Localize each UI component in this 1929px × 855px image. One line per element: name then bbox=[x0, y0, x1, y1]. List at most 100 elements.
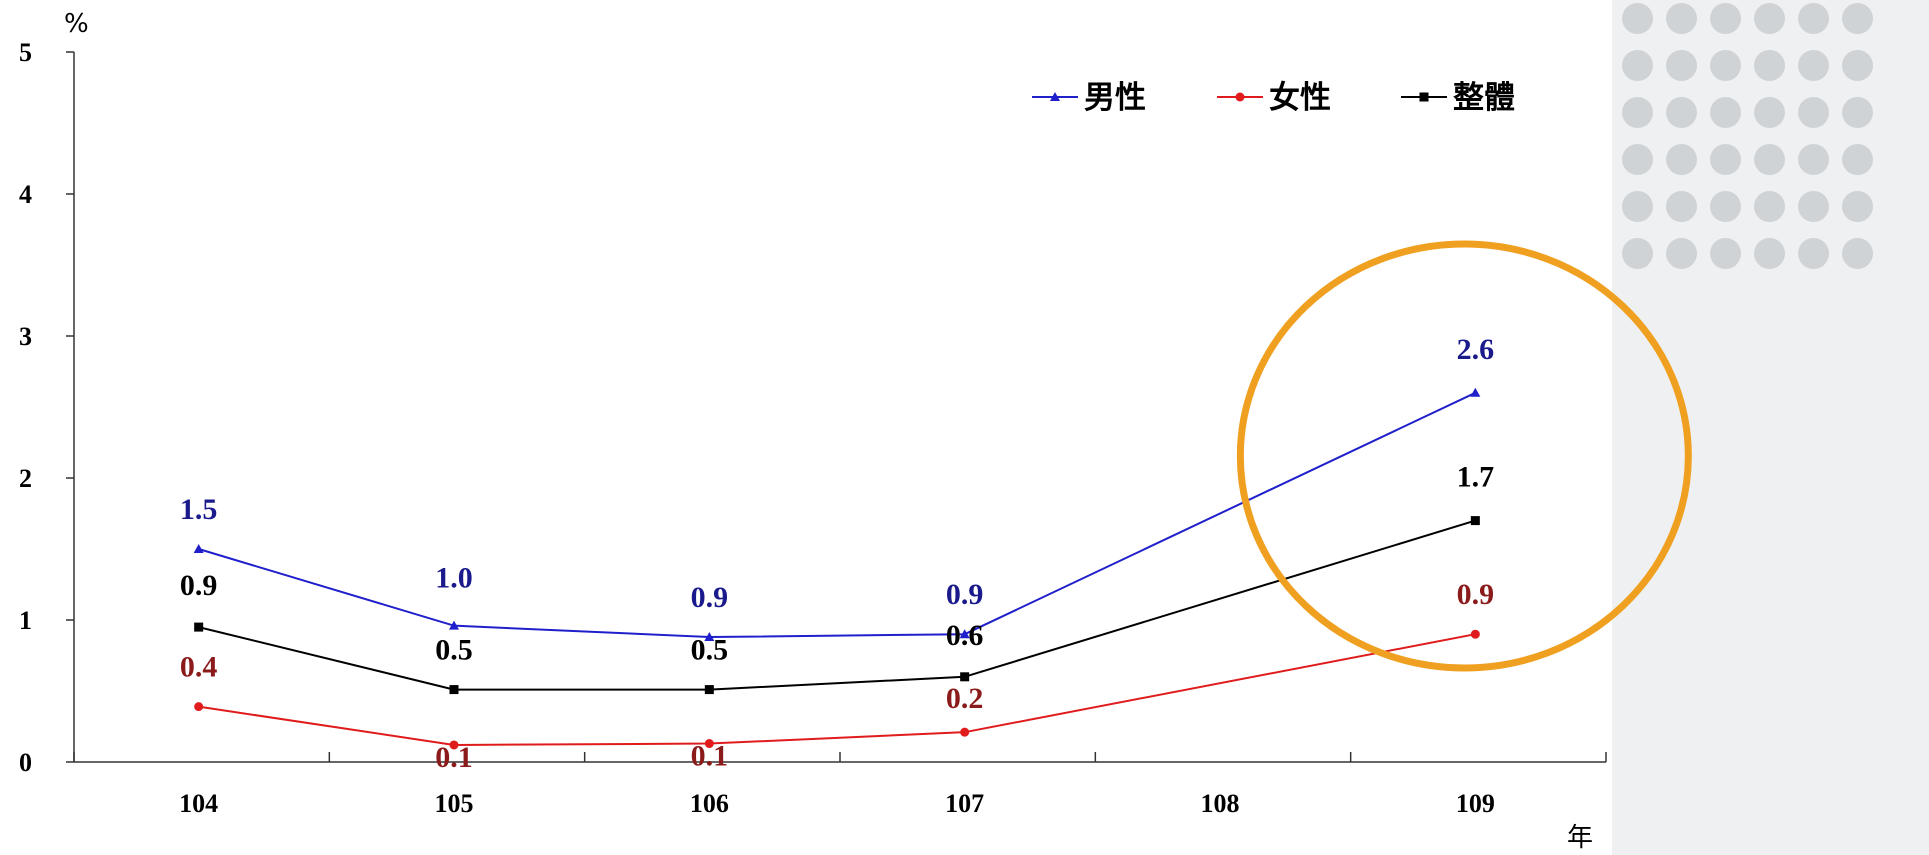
data-label: 1.5 bbox=[180, 493, 218, 526]
data-label: 0.5 bbox=[691, 634, 729, 667]
series-marker bbox=[449, 740, 459, 750]
decorative-dot bbox=[1666, 191, 1697, 222]
legend-marker bbox=[1419, 92, 1429, 102]
data-label: 0.9 bbox=[946, 578, 984, 611]
data-label: 1.0 bbox=[435, 562, 473, 595]
series-marker bbox=[1470, 387, 1481, 397]
x-tick-label: 108 bbox=[1201, 789, 1240, 818]
data-label: 0.9 bbox=[1457, 578, 1495, 611]
decorative-dot bbox=[1754, 50, 1785, 81]
series-marker bbox=[960, 727, 970, 737]
y-tick-label: 1 bbox=[19, 606, 32, 635]
y-tick-label: 2 bbox=[19, 464, 32, 493]
decorative-dot bbox=[1622, 50, 1653, 81]
decorative-dot bbox=[1710, 97, 1741, 128]
decorative-dot bbox=[1798, 238, 1829, 269]
decorative-dot bbox=[1666, 50, 1697, 81]
legend-label: 整體 bbox=[1453, 80, 1515, 116]
decorative-dot bbox=[1622, 238, 1653, 269]
series-marker bbox=[194, 702, 204, 712]
highlight-circle bbox=[1236, 240, 1692, 672]
x-tick-label: 107 bbox=[945, 789, 984, 818]
series-marker bbox=[959, 629, 970, 639]
decorative-dot bbox=[1666, 97, 1697, 128]
legend-item: 整體 bbox=[1401, 80, 1515, 116]
decorative-dot bbox=[1710, 3, 1741, 34]
x-unit-label: 年 bbox=[1567, 823, 1593, 853]
data-label: 1.7 bbox=[1457, 461, 1495, 494]
y-tick-label: 5 bbox=[19, 38, 32, 67]
decorative-dot bbox=[1798, 144, 1829, 175]
decorative-dot bbox=[1710, 144, 1741, 175]
chart-axes: 0 1 2 3 4 5 104 105 106 107 108 109% 年 bbox=[19, 9, 1607, 853]
data-label: 0.9 bbox=[180, 569, 218, 602]
series-marker bbox=[1470, 629, 1480, 639]
series-marker bbox=[704, 632, 715, 642]
decorative-dot bbox=[1622, 3, 1653, 34]
series-marker bbox=[1470, 516, 1480, 526]
decorative-dot bbox=[1754, 97, 1785, 128]
x-tick-label: 106 bbox=[690, 789, 729, 818]
series-marker bbox=[704, 739, 714, 749]
x-tick-label: 105 bbox=[435, 789, 474, 818]
y-unit-label: % bbox=[64, 9, 89, 39]
series-marker bbox=[960, 672, 970, 682]
chart-series bbox=[193, 387, 1481, 750]
decorative-dot bbox=[1798, 97, 1829, 128]
decorative-dot bbox=[1666, 144, 1697, 175]
legend-marker bbox=[1050, 92, 1060, 101]
legend-label: 男性 bbox=[1084, 80, 1146, 116]
decorative-dot bbox=[1754, 238, 1785, 269]
series-marker bbox=[449, 685, 459, 695]
x-tick-label: 109 bbox=[1456, 789, 1495, 818]
highlight-layer bbox=[1236, 240, 1692, 672]
decorative-dot bbox=[1842, 144, 1873, 175]
decorative-dot bbox=[1666, 3, 1697, 34]
series-line bbox=[198, 633, 1476, 746]
data-label: 0.9 bbox=[691, 581, 729, 614]
data-label: 0.1 bbox=[691, 740, 729, 773]
decorative-dot bbox=[1622, 191, 1653, 222]
decorative-dot bbox=[1798, 3, 1829, 34]
decorative-dot bbox=[1666, 238, 1697, 269]
x-tick-label: 104 bbox=[179, 789, 218, 818]
legend-item: 男性 bbox=[1032, 80, 1146, 116]
decorative-dot bbox=[1710, 238, 1741, 269]
decorative-dot bbox=[1842, 97, 1873, 128]
decorative-dot bbox=[1798, 50, 1829, 81]
decorative-dots-panel bbox=[1612, 0, 1929, 855]
decorative-dot bbox=[1798, 191, 1829, 222]
series-marker bbox=[449, 620, 459, 630]
decorative-dot bbox=[1842, 238, 1873, 269]
series-女性 bbox=[194, 629, 1480, 750]
series-整體 bbox=[194, 516, 1480, 695]
data-label: 2.6 bbox=[1457, 333, 1495, 366]
data-label: 0.2 bbox=[946, 682, 984, 715]
series-marker bbox=[193, 544, 204, 553]
legend-label: 女性 bbox=[1269, 80, 1331, 116]
decorative-dot bbox=[1842, 50, 1873, 81]
decorative-dot bbox=[1842, 191, 1873, 222]
series-男性 bbox=[193, 387, 1481, 642]
data-labels: 1.5 1.0 0.9 0.9 2.6 0.4 0.1 0.1 0.2 0.9 0.9 0.5 0.5 0… bbox=[180, 333, 1494, 774]
y-tick-label: 0 bbox=[19, 748, 32, 777]
data-label: 0.4 bbox=[180, 651, 218, 684]
legend-item: 女性 bbox=[1217, 80, 1331, 116]
chart-legend: 男性 女性 整體 bbox=[1032, 80, 1515, 116]
data-label: 0.6 bbox=[946, 619, 984, 652]
decorative-dot bbox=[1842, 3, 1873, 34]
decorative-dot bbox=[1622, 144, 1653, 175]
decorative-dot bbox=[1754, 191, 1785, 222]
series-line bbox=[198, 519, 1476, 691]
data-label: 0.1 bbox=[435, 741, 473, 774]
series-line bbox=[198, 391, 1476, 639]
y-tick-label: 3 bbox=[19, 322, 32, 351]
decorative-dot bbox=[1710, 50, 1741, 81]
series-marker bbox=[704, 685, 714, 695]
legend-marker bbox=[1235, 92, 1245, 102]
data-label: 0.5 bbox=[435, 634, 473, 667]
decorative-dot bbox=[1754, 3, 1785, 34]
decorative-dot bbox=[1754, 144, 1785, 175]
series-marker bbox=[194, 622, 204, 632]
